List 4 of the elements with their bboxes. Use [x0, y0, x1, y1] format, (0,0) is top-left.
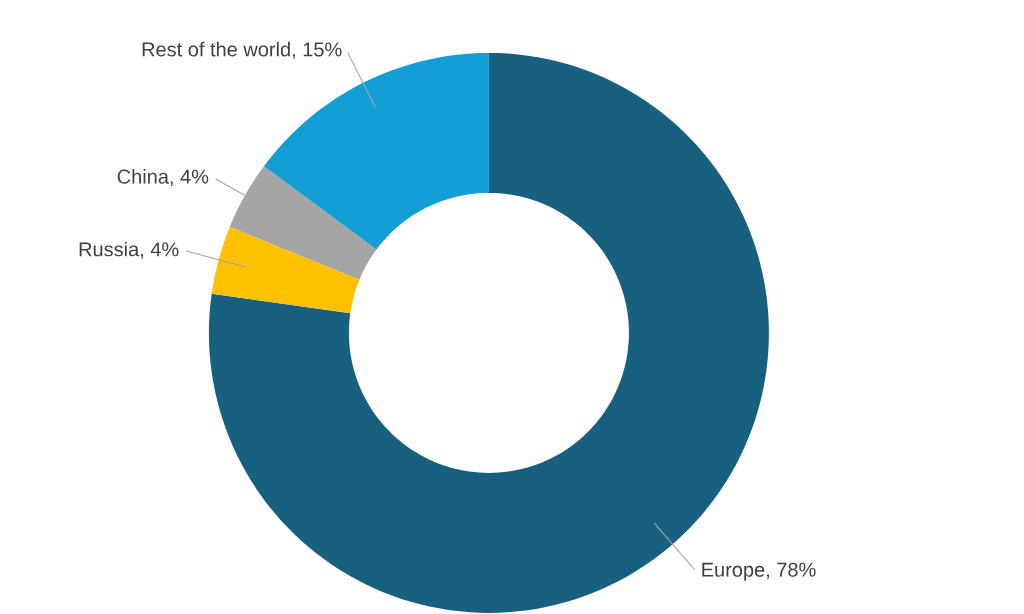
- slice-label: China, 4%: [117, 169, 209, 187]
- slice-label: Russia, 4%: [79, 241, 179, 259]
- slice-label: Europe, 78%: [702, 562, 816, 581]
- slice-label: Rest of the world, 15%: [142, 41, 342, 59]
